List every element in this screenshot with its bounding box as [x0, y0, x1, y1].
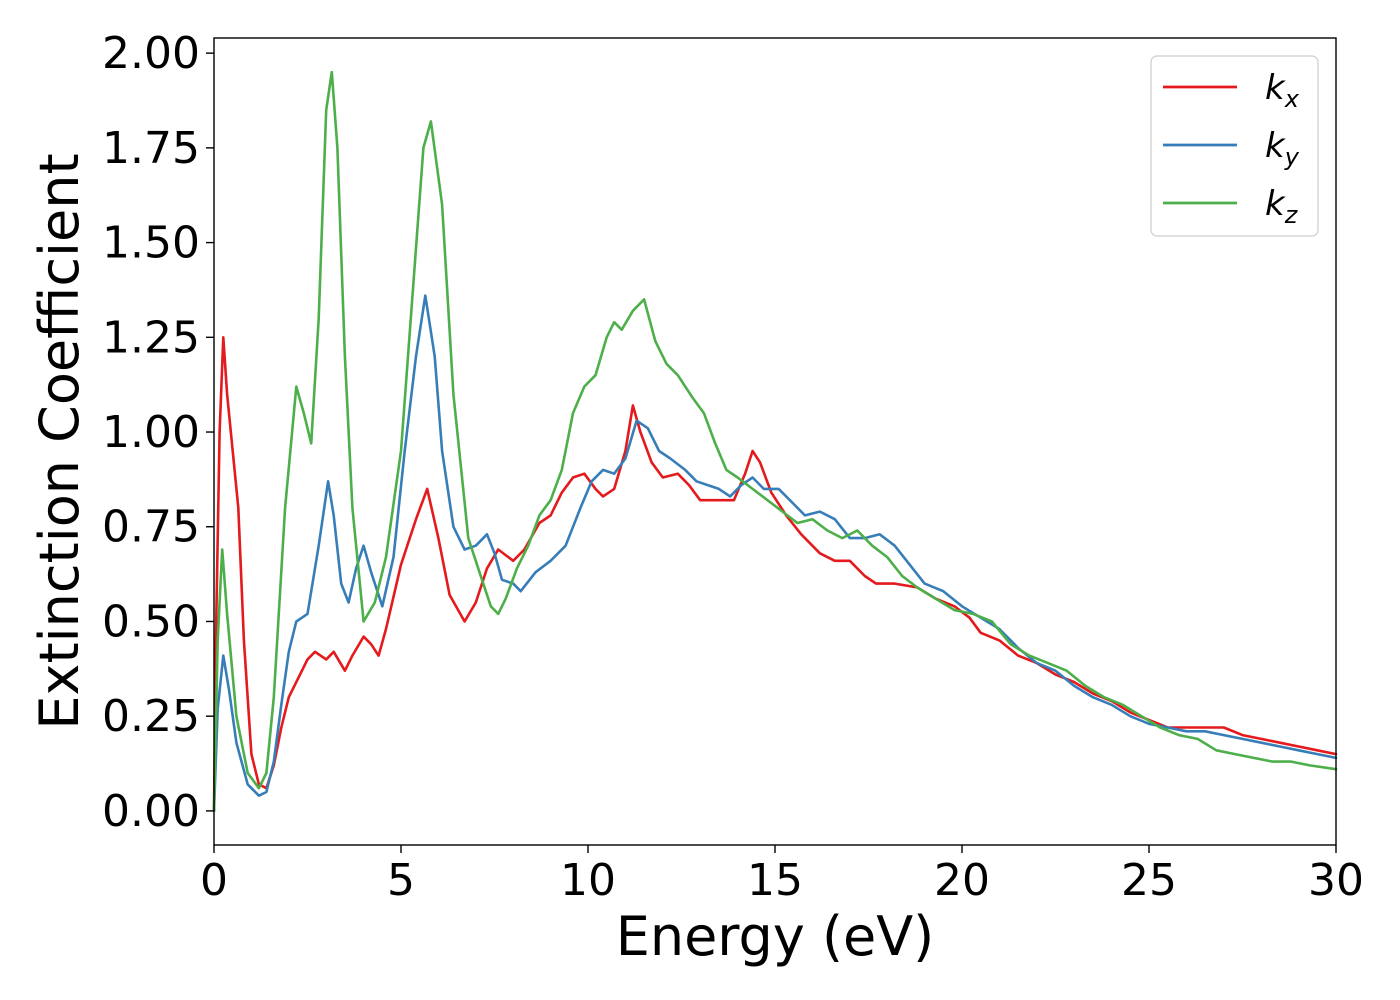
legend-label-subscript: y	[1284, 143, 1300, 171]
y-tick-label: 0.25	[102, 691, 200, 742]
y-tick-label: 1.00	[102, 407, 200, 458]
x-tick-label: 5	[387, 855, 415, 906]
y-tick-label: 0.75	[102, 502, 200, 553]
legend-label-kx: kx	[1265, 68, 1300, 113]
ticks-layer: 0 5 10 15 20 25 30 0.00 0.25 0.50 0.75 1.00 1.25 1.50…	[102, 28, 1364, 906]
y-tick-label: 0.00	[102, 786, 200, 837]
y-tick-label: 0.50	[102, 596, 200, 647]
plot-frame	[213, 37, 1337, 846]
legend-label-subscript: x	[1284, 85, 1300, 113]
y-tick-label: 1.75	[102, 123, 200, 174]
y-tick-label: 2.00	[102, 28, 200, 79]
x-tick-label: 20	[934, 855, 990, 906]
series-layer	[212, 70, 1338, 813]
y-tick-label: 1.50	[102, 218, 200, 269]
x-tick-label: 0	[200, 855, 228, 906]
series-line-kx	[212, 336, 1338, 813]
y-tick-label: 1.25	[102, 312, 200, 363]
x-tick-label: 25	[1121, 855, 1177, 906]
x-axis-label: Energy (eV)	[616, 905, 935, 968]
legend-label-subscript: z	[1284, 201, 1299, 229]
x-tick-label: 10	[560, 855, 616, 906]
y-axis-label: Extinction Coefficient	[28, 153, 91, 729]
series-line-kz	[212, 70, 1338, 813]
series-line-ky	[212, 294, 1338, 813]
x-tick-label: 30	[1308, 855, 1364, 906]
x-tick-label: 15	[747, 855, 803, 906]
